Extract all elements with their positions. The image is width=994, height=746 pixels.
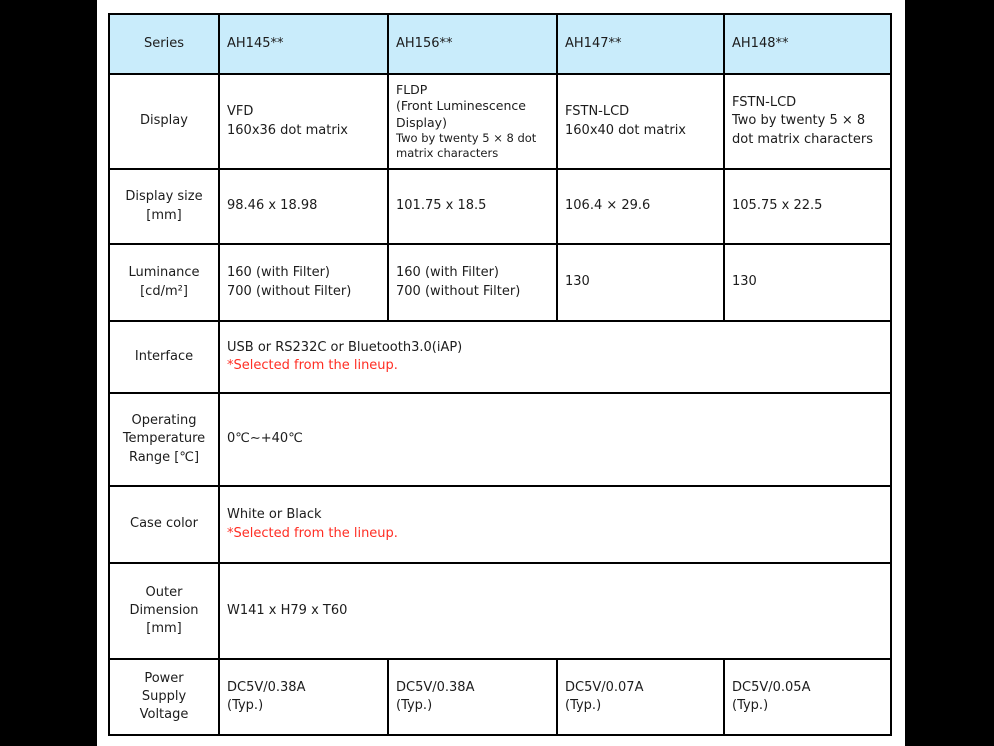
cell-luminance-ah148: 130 — [723, 243, 892, 322]
cell-line: DC5V/0.07A — [565, 679, 644, 695]
label-line: Dimension — [129, 602, 199, 618]
cell-display-ah156: FLDP (Front Luminescence Display) Two by… — [387, 73, 558, 170]
cell-luminance-ah156: 160 (with Filter) 700 (without Filter) — [387, 243, 558, 322]
cell-line: 160 (with Filter) — [227, 265, 330, 281]
cell-luminance-ah147: 130 — [556, 243, 725, 322]
row-label-outer-dimension: Outer Dimension [mm] — [108, 562, 220, 660]
cell-outer-dimension-all: W141 x H79 x T60 — [218, 562, 892, 660]
cell-power-ah147: DC5V/0.07A (Typ.) — [556, 658, 725, 736]
cell-line: 160x36 dot matrix — [227, 122, 348, 138]
cell-line: FSTN-LCD — [565, 104, 630, 120]
label-line: Range [℃] — [128, 449, 200, 465]
table-row-display: Display VFD 160x36 dot matrix FLDP (Fron… — [108, 73, 892, 170]
cell-line: Two by twenty 5 × 8 dot matrix character… — [396, 130, 537, 160]
cell-display-size-ah148: 105.75 x 22.5 — [723, 168, 892, 245]
table-row-interface: Interface USB or RS232C or Bluetooth3.0(… — [108, 320, 892, 394]
spec-table: Series AH145** AH156** AH147** AH148** D… — [108, 13, 892, 736]
cell-display-ah148: FSTN-LCD Two by twenty 5 × 8 dot matrix … — [723, 73, 892, 170]
cell-display-size-ah145: 98.46 x 18.98 — [218, 168, 389, 245]
row-label-power-supply: Power Supply Voltage — [108, 658, 220, 736]
cell-luminance-ah145: 160 (with Filter) 700 (without Filter) — [218, 243, 389, 322]
cell-line: (Typ.) — [396, 698, 433, 713]
label-line: [mm] — [146, 207, 182, 223]
row-label-luminance: Luminance [cd/m²] — [108, 243, 220, 322]
label-line: [cd/m²] — [140, 283, 188, 299]
cell-power-ah145: DC5V/0.38A (Typ.) — [218, 658, 389, 736]
table-row-outer-dimension: Outer Dimension [mm] W141 x H79 x T60 — [108, 562, 892, 660]
cell-line: (Typ.) — [227, 698, 264, 713]
selection-note: *Selected from the lineup. — [227, 525, 398, 541]
cell-display-ah145: VFD 160x36 dot matrix — [218, 73, 389, 170]
cell-line: FLDP — [396, 82, 428, 98]
cell-line: 160 (with Filter) — [396, 265, 499, 281]
cell-line: DC5V/0.38A — [227, 679, 306, 695]
row-label-case-color: Case color — [108, 485, 220, 564]
label-line: Voltage — [139, 707, 189, 723]
cell-line: VFD — [227, 104, 254, 120]
table-row-header: Series AH145** AH156** AH147** AH148** — [108, 13, 892, 75]
cell-power-ah156: DC5V/0.38A (Typ.) — [387, 658, 558, 736]
cell-line: Two by twenty 5 × 8 dot matrix character… — [732, 113, 873, 147]
cell-line: 700 (without Filter) — [396, 283, 521, 299]
label-line: Outer — [145, 584, 183, 600]
header-series-label: Series — [108, 13, 220, 75]
row-label-display: Display — [108, 73, 220, 170]
row-label-operating-temperature: Operating Temperature Range [℃] — [108, 392, 220, 487]
table-row-operating-temperature: Operating Temperature Range [℃] 0℃∼+40℃ — [108, 392, 892, 487]
cell-line: White or Black — [227, 507, 322, 523]
cell-power-ah148: DC5V/0.05A (Typ.) — [723, 658, 892, 736]
label-line: Supply — [141, 688, 187, 704]
cell-case-color-all: White or Black *Selected from the lineup… — [218, 485, 892, 564]
cell-line: (Typ.) — [565, 698, 602, 713]
cell-line: DC5V/0.05A — [732, 679, 811, 695]
table-row-power-supply: Power Supply Voltage DC5V/0.38A (Typ.) D… — [108, 658, 892, 736]
cell-operating-temperature-all: 0℃∼+40℃ — [218, 392, 892, 487]
label-line: Display size — [125, 189, 203, 205]
label-line: Temperature — [122, 431, 206, 447]
cell-display-ah147: FSTN-LCD 160x40 dot matrix — [556, 73, 725, 170]
table-row-luminance: Luminance [cd/m²] 160 (with Filter) 700 … — [108, 243, 892, 322]
header-col-ah148: AH148** — [723, 13, 892, 75]
cell-interface-all: USB or RS232C or Bluetooth3.0(iAP) *Sele… — [218, 320, 892, 394]
header-col-ah156: AH156** — [387, 13, 558, 75]
label-line: Luminance — [128, 265, 200, 281]
cell-line: DC5V/0.38A — [396, 679, 475, 695]
selection-note: *Selected from the lineup. — [227, 358, 398, 373]
label-line: Power — [144, 670, 184, 686]
cell-line: (Front Luminescence Display) — [396, 98, 526, 130]
cell-line: 700 (without Filter) — [227, 283, 352, 299]
cell-line: 160x40 dot matrix — [565, 122, 686, 138]
cell-display-size-ah147: 106.4 × 29.6 — [556, 168, 725, 245]
table-row-case-color: Case color White or Black *Selected from… — [108, 485, 892, 564]
document-page: Series AH145** AH156** AH147** AH148** D… — [97, 0, 905, 746]
cell-line: (Typ.) — [732, 698, 769, 713]
label-line: [mm] — [146, 621, 182, 637]
label-line: Operating — [131, 413, 197, 429]
header-col-ah147: AH147** — [556, 13, 725, 75]
cell-display-size-ah156: 101.75 x 18.5 — [387, 168, 558, 245]
cell-line: USB or RS232C or Bluetooth3.0(iAP) — [227, 339, 463, 355]
row-label-interface: Interface — [108, 320, 220, 394]
header-col-ah145: AH145** — [218, 13, 389, 75]
table-row-display-size: Display size [mm] 98.46 x 18.98 101.75 x… — [108, 168, 892, 245]
cell-line: FSTN-LCD — [732, 95, 797, 111]
row-label-display-size: Display size [mm] — [108, 168, 220, 245]
